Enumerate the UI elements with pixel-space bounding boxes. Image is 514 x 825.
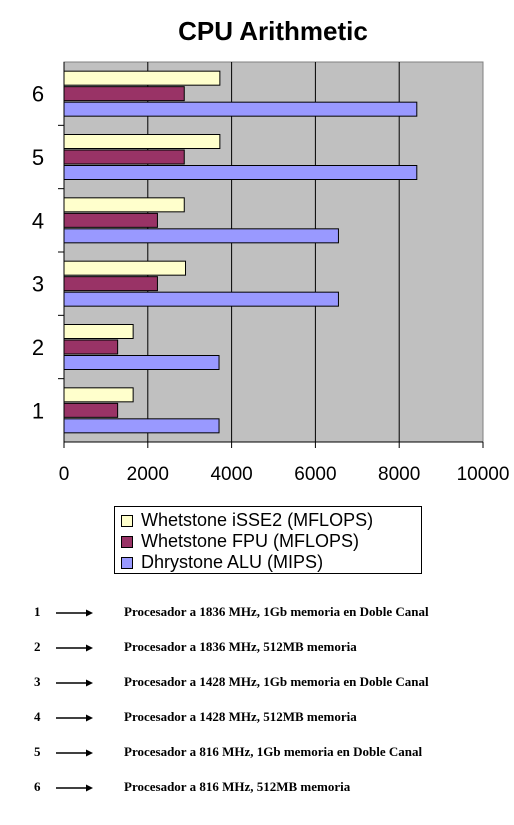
legend-swatch-alu xyxy=(121,556,133,569)
note-text: Procesador a 816 MHz, 512MB memoria xyxy=(124,779,351,794)
note-number: 5 xyxy=(34,744,41,759)
note-row: 3 Procesador a 1428 MHz, 1Gb memoria en … xyxy=(0,674,514,692)
y-tick-label: 2 xyxy=(32,335,44,360)
legend-item-isse2: Whetstone iSSE2 (MFLOPS) xyxy=(121,510,415,531)
x-tick-label: 6000 xyxy=(294,464,336,485)
chart-legend: Whetstone iSSE2 (MFLOPS) Whetstone FPU (… xyxy=(114,506,422,574)
note-number: 2 xyxy=(34,639,41,654)
bar xyxy=(63,149,185,165)
bar xyxy=(63,134,221,149)
legend-swatch-fpu xyxy=(121,535,133,548)
note-text: Procesador a 1428 MHz, 1Gb memoria en Do… xyxy=(124,674,429,689)
note-text: Procesador a 1428 MHz, 512MB memoria xyxy=(124,709,357,724)
bar xyxy=(63,197,185,213)
legend-swatch-isse2 xyxy=(121,514,133,527)
chart-title: CPU Arithmetic xyxy=(178,16,368,46)
note-row: 6 Procesador a 816 MHz, 512MB memoria xyxy=(0,779,514,797)
arrow-right-icon xyxy=(56,679,93,687)
plot-area xyxy=(63,61,484,443)
legend-item-alu: Dhrystone ALU (MIPS) xyxy=(121,552,415,573)
y-tick-label: 3 xyxy=(32,272,44,297)
bar xyxy=(63,387,134,403)
bar xyxy=(63,228,339,244)
arrow-right-icon xyxy=(56,714,93,722)
note-number: 1 xyxy=(34,604,41,619)
bar xyxy=(63,291,339,307)
x-tick-label: 8000 xyxy=(378,464,420,485)
bar xyxy=(63,212,158,228)
y-tick-label: 6 xyxy=(32,82,44,107)
bar xyxy=(63,276,158,292)
bar xyxy=(63,70,221,86)
note-text: Procesador a 816 MHz, 1Gb memoria en Dob… xyxy=(124,744,423,759)
note-row: 5 Procesador a 816 MHz, 1Gb memoria en D… xyxy=(0,744,514,762)
x-tick-label: 4000 xyxy=(210,464,252,485)
legend-label-fpu: Whetstone FPU (MFLOPS) xyxy=(141,531,360,551)
y-tick-label: 1 xyxy=(32,398,44,423)
arrow-right-icon xyxy=(56,784,93,792)
bar xyxy=(63,101,418,117)
bar xyxy=(63,355,220,370)
bar xyxy=(63,339,119,355)
bar xyxy=(63,165,418,180)
note-row: 4 Procesador a 1428 MHz, 512MB memoria xyxy=(0,709,514,727)
bar xyxy=(63,402,119,418)
note-text: Procesador a 1836 MHz, 1Gb memoria en Do… xyxy=(124,604,429,619)
note-number: 3 xyxy=(34,674,41,689)
bar xyxy=(63,418,220,434)
x-tick-label: 0 xyxy=(59,464,70,485)
note-row: 1 Procesador a 1836 MHz, 1Gb memoria en … xyxy=(0,604,514,622)
y-tick-label: 4 xyxy=(32,208,44,233)
arrow-right-icon xyxy=(56,749,93,757)
legend-label-isse2: Whetstone iSSE2 (MFLOPS) xyxy=(141,510,374,530)
arrow-right-icon xyxy=(56,644,93,652)
note-number: 4 xyxy=(34,709,41,724)
note-row: 2 Procesador a 1836 MHz, 512MB memoria xyxy=(0,639,514,657)
bar xyxy=(63,324,134,339)
legend-item-fpu: Whetstone FPU (MFLOPS) xyxy=(121,531,415,552)
legend-label-alu: Dhrystone ALU (MIPS) xyxy=(141,552,324,572)
note-text: Procesador a 1836 MHz, 512MB memoria xyxy=(124,639,357,654)
arrow-right-icon xyxy=(56,609,93,617)
bar-chart: 0 2000 4000 6000 8000 10000 1 2 3 4 5 6 xyxy=(32,61,510,485)
x-tick-label: 2000 xyxy=(127,464,169,485)
bar xyxy=(63,86,185,102)
bar xyxy=(63,260,187,276)
x-tick-label: 10000 xyxy=(457,464,510,485)
note-number: 6 xyxy=(34,779,41,794)
y-tick-label: 5 xyxy=(32,145,44,170)
